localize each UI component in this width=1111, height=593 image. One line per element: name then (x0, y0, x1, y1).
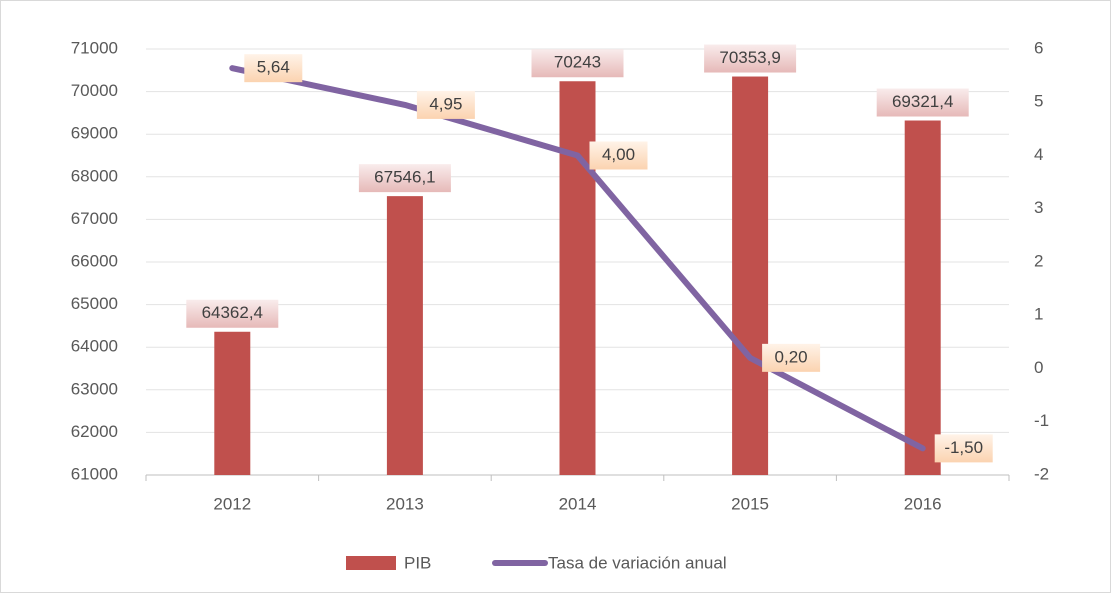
bar-value-label-box (531, 49, 624, 78)
y-tick-label: 71000 (71, 38, 118, 57)
line-value-label-box (416, 90, 475, 119)
line-value-label: 5,64 (257, 58, 290, 77)
y-tick-label: 61000 (71, 464, 118, 483)
bar (732, 76, 769, 475)
y2-tick-label: 0 (1034, 358, 1043, 377)
bar-value-label: 69321,4 (892, 92, 953, 111)
y-tick-label: 65000 (71, 294, 118, 313)
bar-value-label: 64362,4 (202, 303, 263, 322)
y-tick-label: 69000 (71, 124, 118, 143)
bar-value-label-box (358, 164, 451, 193)
line-value-label: -1,50 (944, 438, 983, 457)
line-value-label-box (244, 54, 303, 83)
legend-label: PIB (404, 553, 431, 572)
line-value-label: 4,95 (429, 94, 462, 113)
y-tick-label: 62000 (71, 422, 118, 441)
x-tick-label: 2013 (386, 494, 424, 513)
legend-label: Tasa de variación anual (548, 553, 727, 572)
bar (904, 120, 941, 475)
y2-tick-label: -1 (1034, 411, 1049, 430)
y-tick-label: 63000 (71, 379, 118, 398)
line-value-label: 0,20 (775, 347, 808, 366)
y-tick-label: 70000 (71, 81, 118, 100)
line-value-label-box (762, 343, 821, 372)
bar-value-label-box (186, 299, 279, 328)
x-tick-label: 2016 (904, 494, 942, 513)
y2-tick-label: 6 (1034, 38, 1043, 57)
x-tick-label: 2014 (559, 494, 597, 513)
y-tick-label: 67000 (71, 209, 118, 228)
y-tick-label: 68000 (71, 166, 118, 185)
line-value-label-box (934, 434, 993, 463)
y2-tick-label: 4 (1034, 145, 1043, 164)
bar (214, 331, 251, 475)
x-tick-label: 2015 (731, 494, 769, 513)
y-tick-label: 66000 (71, 251, 118, 270)
y2-tick-label: 5 (1034, 92, 1043, 111)
y-tick-label: 64000 (71, 337, 118, 356)
bar-value-label: 70353,9 (719, 48, 780, 67)
x-tick-label: 2012 (213, 494, 251, 513)
bar-value-label: 67546,1 (374, 168, 435, 187)
bar (386, 196, 423, 475)
line-value-label: 4,00 (602, 145, 635, 164)
line (229, 65, 926, 452)
y2-tick-label: 2 (1034, 251, 1043, 270)
y2-tick-label: 1 (1034, 305, 1043, 324)
line-value-label-box (589, 141, 648, 170)
bar (559, 81, 596, 475)
bar-value-label: 70243 (554, 53, 601, 72)
bar-value-label-box (704, 44, 797, 73)
y2-tick-label: -2 (1034, 464, 1049, 483)
bar-value-label-box (876, 88, 969, 117)
y2-tick-label: 3 (1034, 198, 1043, 217)
legend-swatch (346, 556, 396, 570)
